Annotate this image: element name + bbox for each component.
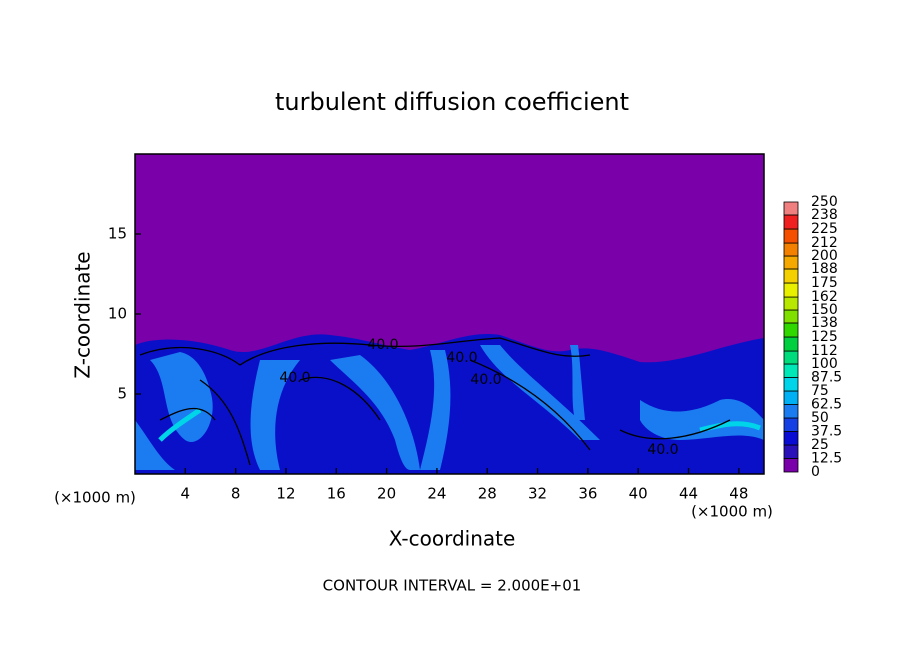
y-axis-label: Z-coordinate (71, 251, 95, 378)
x-tick-label: 8 (231, 485, 241, 503)
x-tick-label: 40 (629, 485, 648, 503)
colorbar-label: 188 (811, 261, 838, 277)
x-tick-label: 12 (276, 485, 295, 503)
strong-mixing (158, 407, 761, 442)
colorbar-swatch (783, 255, 799, 270)
colorbar-label: 162 (811, 289, 838, 305)
colorbar-swatch (783, 296, 799, 311)
x-unit-right: (×1000 m) (691, 503, 773, 521)
colorbar-swatch (783, 268, 799, 284)
x-tick-label: 16 (327, 485, 346, 503)
contour-label: 40.0 (367, 337, 398, 353)
colorbar-label: 25 (811, 437, 829, 453)
colorbar-swatch (783, 444, 799, 459)
x-tick-label: 28 (478, 485, 497, 503)
x-tick-label: 4 (181, 485, 191, 503)
x-unit-left: (×1000 m) (54, 489, 136, 507)
colorbar-label: 138 (811, 315, 838, 331)
colorbar-label: 125 (811, 329, 838, 345)
colorbar-swatch (783, 309, 799, 324)
footer: CONTOUR INTERVAL = 2.000E+01 (323, 577, 582, 595)
colorbar-label: 12.5 (811, 451, 842, 467)
colorbar-swatch (783, 458, 799, 473)
field (135, 154, 764, 474)
x-axis-label: X-coordinate (389, 527, 516, 551)
colorbar-swatch (783, 228, 799, 244)
colorbar-label: 75 (811, 383, 829, 399)
x-tick-label: 44 (679, 485, 698, 503)
colorbar-swatch (783, 417, 799, 432)
x-tick-label: 36 (578, 485, 597, 503)
colorbar-label: 212 (811, 235, 838, 251)
colorbar-label: 250 (811, 194, 838, 210)
x-tick-label: 20 (377, 485, 396, 503)
contour-label: 40.0 (647, 442, 678, 458)
colorbar-swatch (783, 242, 799, 257)
chart-title: turbulent diffusion coefficient (275, 88, 629, 116)
colorbar-label: 100 (811, 356, 838, 372)
contour-label: 40.0 (446, 350, 477, 366)
contour-label: 40.0 (279, 370, 310, 386)
y-tick-label: 5 (117, 385, 127, 403)
y-tick-label: 10 (108, 305, 127, 323)
colorbar-label: 0 (811, 464, 820, 480)
colorbar-label: 62.5 (811, 397, 842, 413)
colorbar-label: 87.5 (811, 370, 842, 386)
colorbar-label: 225 (811, 221, 838, 237)
contour-label: 40.0 (470, 372, 501, 388)
colorbar-swatch (783, 377, 799, 392)
x-tick-label: 48 (729, 485, 748, 503)
contour-line (139, 337, 731, 466)
colorbar-swatch (783, 214, 799, 230)
colorbar-swatch (783, 390, 799, 405)
colorbar-swatch (783, 336, 799, 352)
colorbar-swatch (783, 201, 799, 216)
colorbar-label: 112 (811, 343, 838, 359)
colorbar-swatch (783, 404, 799, 419)
colorbar-swatch (783, 350, 799, 365)
y-tick-label: 15 (108, 225, 127, 243)
x-tick-label: 24 (427, 485, 446, 503)
colorbar-label: 150 (811, 302, 838, 318)
colorbar-swatch (783, 431, 799, 446)
colorbar-swatch (783, 363, 799, 378)
turbulent-streaks (135, 345, 764, 470)
colorbar-label: 238 (811, 207, 838, 223)
colorbar-swatch (783, 282, 799, 298)
colorbar-swatch (783, 322, 799, 338)
x-tick-label: 32 (528, 485, 547, 503)
colorbar-label: 200 (811, 248, 838, 264)
colorbar-label: 175 (811, 275, 838, 291)
colorbar-label: 37.5 (811, 424, 842, 440)
colorbar-label: 50 (811, 410, 829, 426)
